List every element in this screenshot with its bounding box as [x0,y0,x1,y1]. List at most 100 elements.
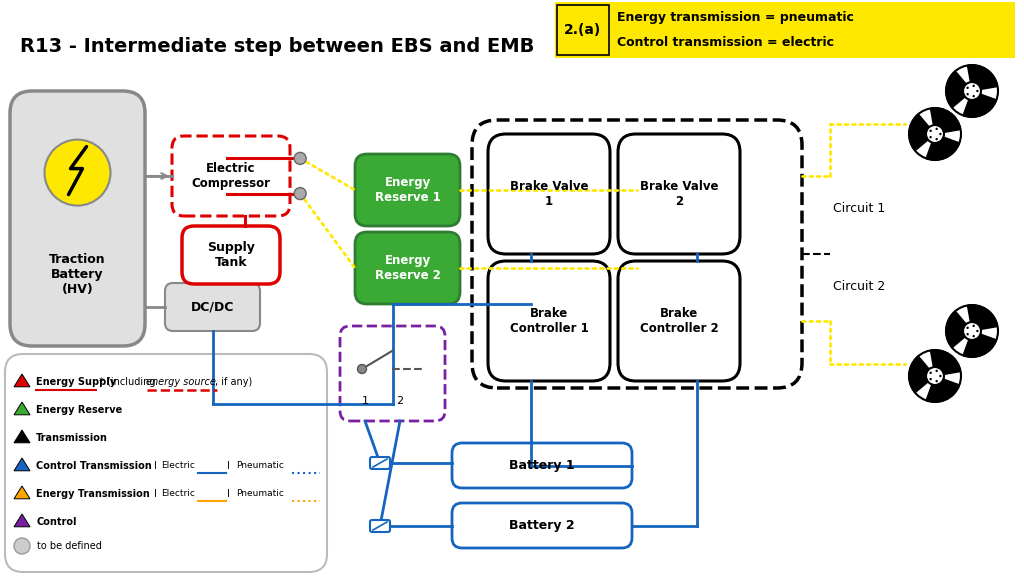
Text: energy source: energy source [146,377,216,387]
FancyBboxPatch shape [340,326,445,421]
Circle shape [936,138,938,141]
Text: Brake Valve
1: Brake Valve 1 [510,180,588,208]
Wedge shape [946,71,969,108]
FancyBboxPatch shape [370,520,390,532]
Wedge shape [964,332,996,357]
Circle shape [294,188,306,200]
Wedge shape [931,350,961,375]
FancyBboxPatch shape [182,226,280,284]
FancyBboxPatch shape [555,2,1015,58]
Text: I: I [154,489,157,499]
Circle shape [976,330,979,332]
Wedge shape [946,311,969,348]
Polygon shape [14,514,30,527]
Polygon shape [14,458,30,471]
Text: Energy Supply: Energy Supply [36,377,116,387]
Circle shape [963,82,981,100]
Circle shape [926,125,944,143]
Text: Circuit 1: Circuit 1 [833,202,886,214]
Text: I: I [154,461,157,471]
Wedge shape [968,305,997,330]
Text: Supply
Tank: Supply Tank [207,241,255,269]
Text: Traction
Battery
(HV): Traction Battery (HV) [49,253,105,296]
Circle shape [936,128,938,130]
FancyBboxPatch shape [355,232,460,304]
Text: R13 - Intermediate step between EBS and EMB: R13 - Intermediate step between EBS and … [20,36,535,55]
Circle shape [973,95,975,97]
Text: Energy Reserve: Energy Reserve [36,405,122,415]
Text: DC/DC: DC/DC [190,301,234,313]
Text: Energy transmission = pneumatic: Energy transmission = pneumatic [617,10,854,24]
Circle shape [14,538,30,554]
Circle shape [946,65,998,117]
FancyBboxPatch shape [488,261,610,381]
Wedge shape [926,377,959,402]
FancyBboxPatch shape [5,354,327,572]
Text: * (including: * (including [96,377,159,387]
Text: Electric: Electric [161,490,195,498]
Circle shape [939,133,942,135]
Circle shape [967,86,969,89]
Circle shape [946,305,998,357]
Text: Brake
Controller 1: Brake Controller 1 [510,307,589,335]
Circle shape [930,136,932,138]
Circle shape [967,93,969,96]
Circle shape [939,375,942,377]
FancyBboxPatch shape [355,154,460,226]
Text: Pneumatic: Pneumatic [236,461,284,471]
Wedge shape [968,65,997,90]
Circle shape [973,85,975,87]
Circle shape [973,325,975,327]
Circle shape [936,370,938,372]
Text: Electric
Compressor: Electric Compressor [191,162,270,190]
Circle shape [930,130,932,132]
Text: 2.(a): 2.(a) [564,23,602,37]
FancyBboxPatch shape [488,134,610,254]
FancyBboxPatch shape [452,443,632,488]
Polygon shape [14,430,30,443]
Text: I: I [227,489,229,499]
Wedge shape [909,114,932,151]
Text: Control Transmission: Control Transmission [36,461,152,471]
Text: I: I [227,461,229,471]
Wedge shape [926,135,959,160]
Wedge shape [909,356,932,393]
Circle shape [967,327,969,329]
Circle shape [926,367,944,385]
Wedge shape [931,108,961,133]
Text: 2: 2 [396,396,403,406]
FancyBboxPatch shape [618,261,740,381]
Polygon shape [14,402,30,415]
Text: 1: 1 [361,396,369,406]
Text: Battery 2: Battery 2 [509,519,574,532]
Text: , if any): , if any) [215,377,252,387]
Text: Control transmission = electric: Control transmission = electric [617,36,834,50]
Text: Transmission: Transmission [36,433,108,443]
Text: Brake Valve
2: Brake Valve 2 [640,180,718,208]
Circle shape [930,372,932,374]
Text: to be defined: to be defined [37,541,101,551]
Circle shape [909,350,961,402]
Circle shape [909,108,961,160]
Text: Pneumatic: Pneumatic [236,490,284,498]
Circle shape [44,139,111,206]
Text: Electric: Electric [161,461,195,471]
Polygon shape [14,486,30,499]
FancyBboxPatch shape [618,134,740,254]
Text: Energy
Reserve 2: Energy Reserve 2 [375,254,440,282]
FancyBboxPatch shape [452,503,632,548]
FancyBboxPatch shape [165,283,260,331]
FancyBboxPatch shape [557,5,609,55]
Circle shape [930,378,932,380]
Text: Control: Control [36,517,77,527]
Text: Energy Transmission: Energy Transmission [36,489,150,499]
Circle shape [963,322,981,340]
Wedge shape [964,93,996,117]
Circle shape [973,335,975,338]
FancyBboxPatch shape [10,91,145,346]
Circle shape [936,380,938,382]
Text: Battery 1: Battery 1 [509,459,574,472]
FancyBboxPatch shape [172,136,290,216]
Circle shape [294,153,306,164]
Circle shape [967,333,969,335]
